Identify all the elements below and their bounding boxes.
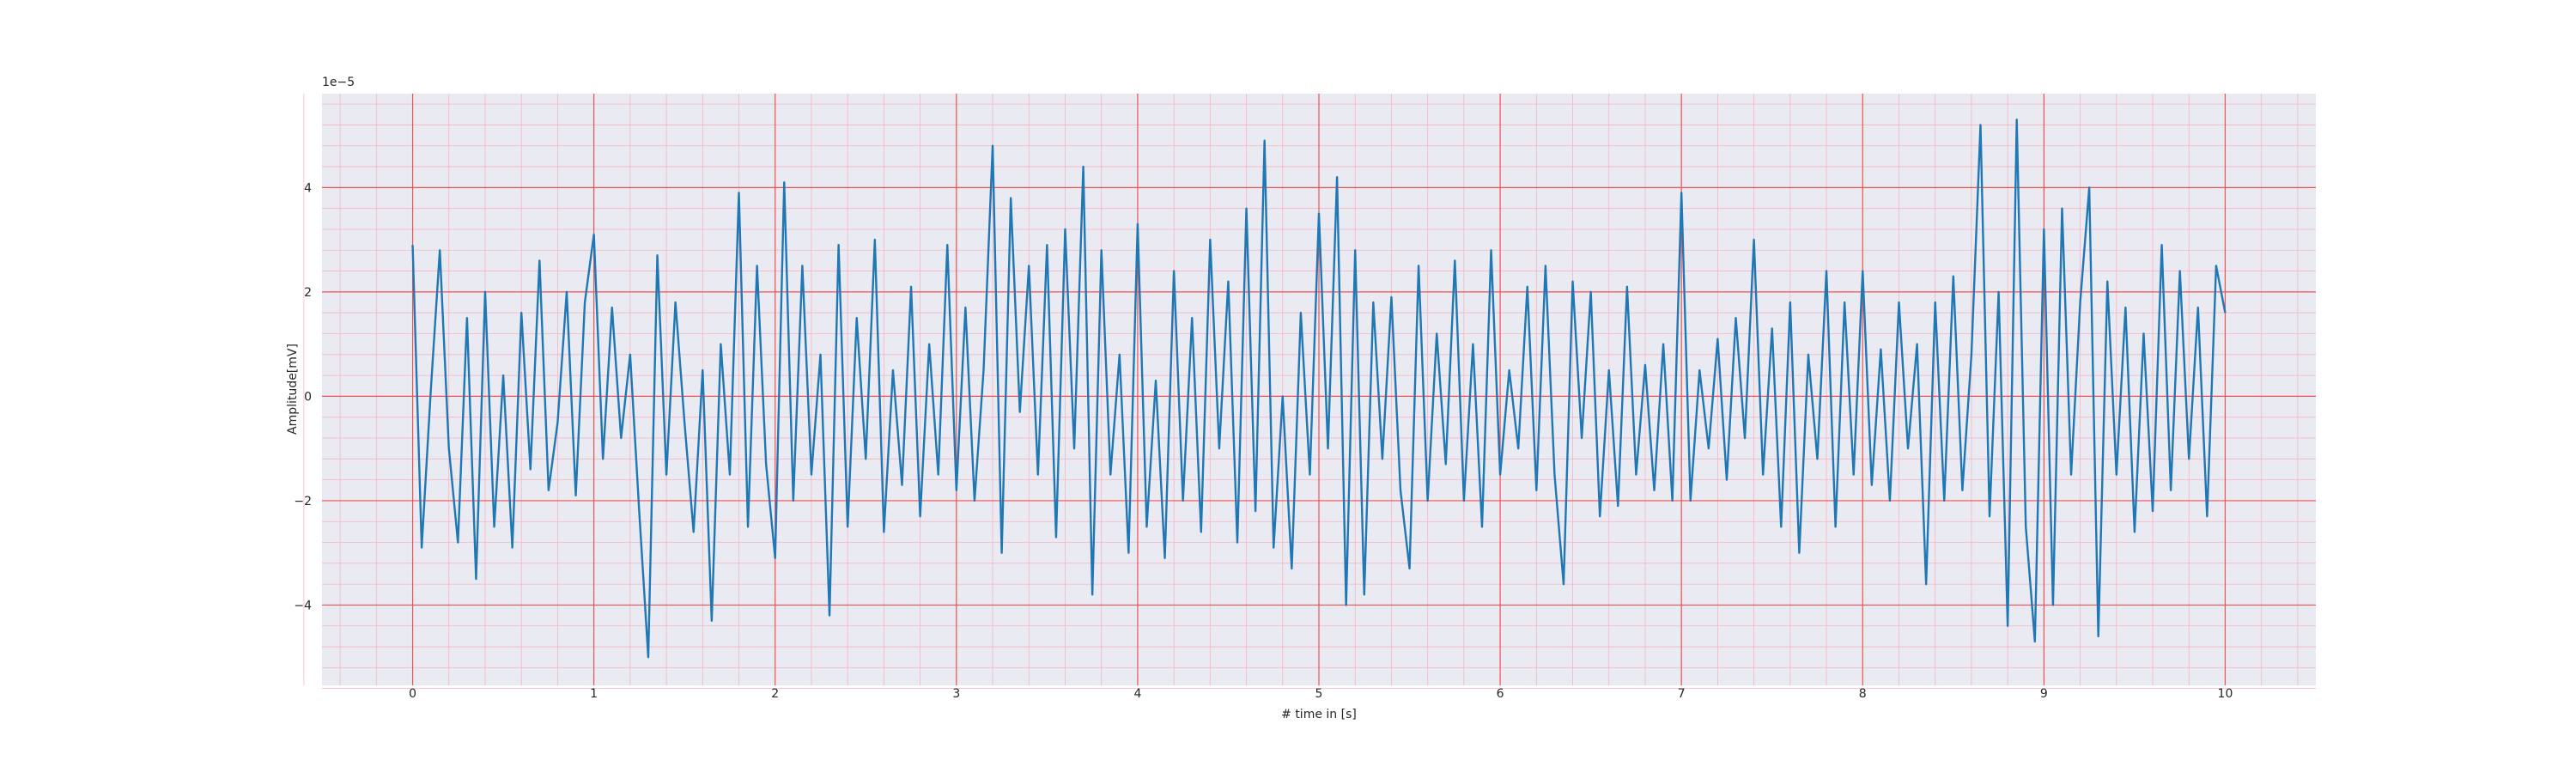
y-axis-label: Amplitude[mV]	[286, 344, 300, 435]
x-tick-label: 1	[590, 687, 598, 701]
y-tick-label: −4	[294, 599, 312, 612]
x-tick-label: 4	[1133, 687, 1141, 701]
x-axis-label: # time in [s]	[1281, 708, 1357, 721]
x-tick-label: 7	[1678, 687, 1686, 701]
x-tick-label: 3	[952, 687, 960, 701]
y-tick-label: 0	[304, 390, 312, 404]
y-tick-label: 4	[304, 181, 312, 195]
x-tick-label: 6	[1497, 687, 1504, 701]
grid	[303, 94, 2316, 690]
marks	[411, 119, 2227, 659]
x-tick-label: 2	[771, 687, 779, 701]
x-tick-label: 8	[1859, 687, 1867, 701]
data-line	[411, 119, 2227, 659]
x-tick-label: 5	[1315, 687, 1323, 701]
x-tick-label: 9	[2040, 687, 2048, 701]
y-tick-label: −2	[294, 495, 312, 508]
x-tick-label: 10	[2218, 687, 2233, 701]
tick-labels: 0 1 2 3 4 5 6 7 8 9 10 −4 −2 0 2 4	[294, 181, 2233, 701]
y-tick-label: 2	[304, 286, 312, 300]
x-tick-label: 0	[409, 687, 416, 701]
y-offset-label: 1e−5	[322, 76, 355, 89]
